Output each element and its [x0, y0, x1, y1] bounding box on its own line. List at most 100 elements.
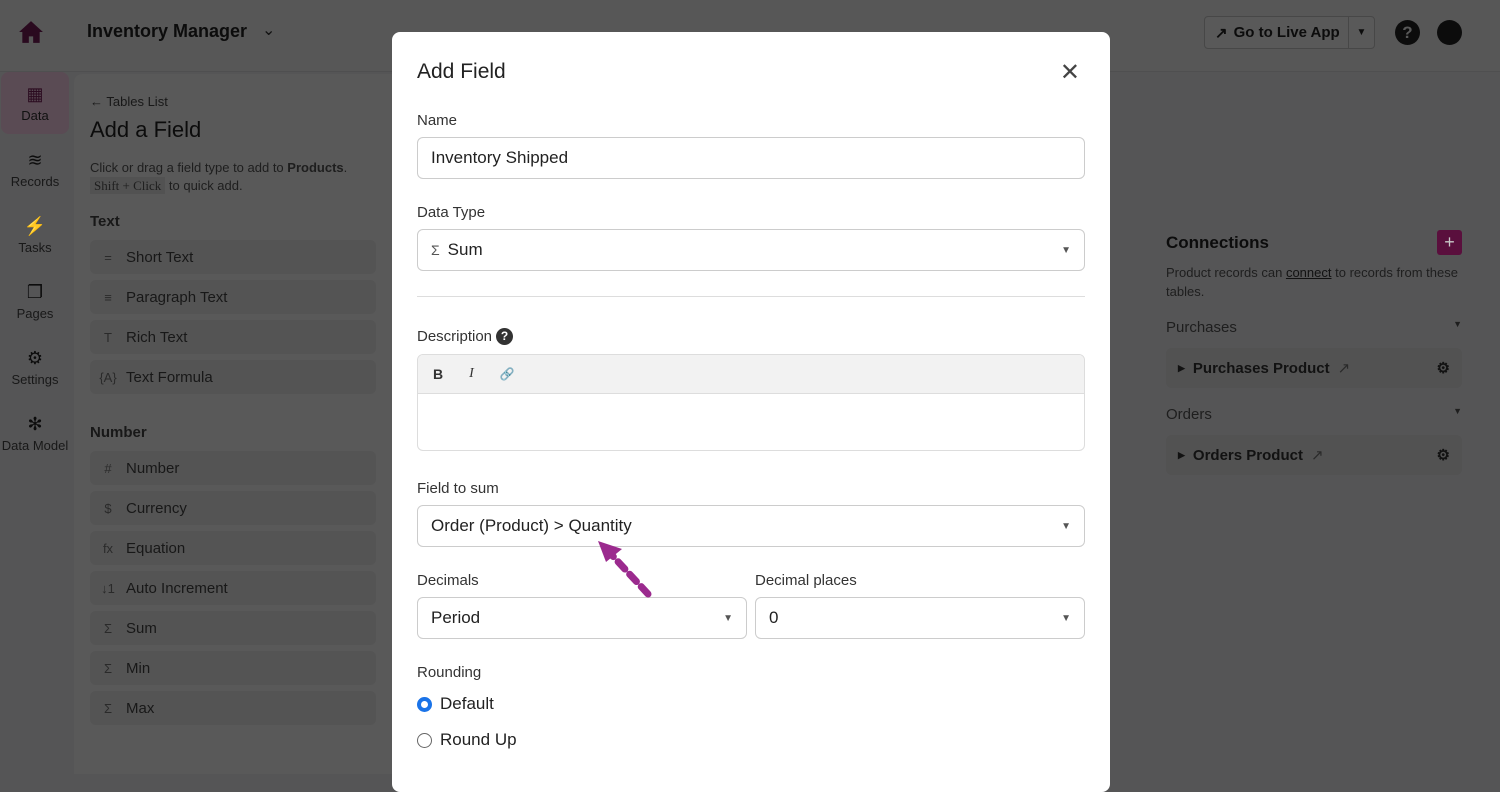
shortcut-text: to quick add. — [165, 178, 243, 193]
caret-down-icon: ▼ — [1061, 244, 1071, 256]
user-avatar-icon[interactable] — [1437, 20, 1462, 45]
nav-label: Pages — [16, 305, 54, 321]
add-connection-button[interactable]: + — [1437, 230, 1462, 255]
connections-title: Connections — [1166, 232, 1269, 252]
connection-name: Purchases Product — [1192, 359, 1330, 377]
back-to-tables-link[interactable]: ← Tables List — [90, 94, 168, 109]
field-type-item[interactable]: ↓1 Auto Increment — [90, 571, 376, 605]
field-type-item[interactable]: Σ Sum — [90, 611, 376, 645]
desc-text: Product records can — [1166, 265, 1286, 280]
sigma-icon: Σ — [431, 242, 440, 258]
field-type-icon: $ — [104, 500, 112, 516]
connect-link[interactable]: connect — [1285, 265, 1332, 280]
field-type-item[interactable]: ≡ Paragraph Text — [90, 280, 376, 314]
name-label: Name — [417, 112, 458, 129]
field-type-item[interactable]: T Rich Text — [90, 320, 376, 354]
italic-button[interactable]: I — [469, 366, 474, 381]
connection-item[interactable]: ▶ Purchases Product ↗ ⚙ — [1166, 348, 1462, 388]
bolt-icon: ⚡ — [23, 215, 47, 236]
nav-data[interactable]: ▦ Data — [1, 72, 69, 134]
field-type-item[interactable]: $ Currency — [90, 491, 376, 525]
field-type-item[interactable]: # Number — [90, 451, 376, 485]
field-type-item[interactable]: = Short Text — [90, 240, 376, 274]
gear-icon[interactable]: ⚙ — [1436, 360, 1450, 377]
description-editor[interactable]: B I 🔗 — [417, 354, 1085, 451]
field-type-label: Auto Increment — [126, 579, 228, 597]
field-type-label: Text Formula — [126, 368, 213, 386]
caret-right-icon[interactable]: ▶ — [1178, 362, 1185, 373]
link-icon[interactable]: 🔗 — [499, 367, 515, 381]
radio-label: Round Up — [440, 730, 517, 749]
caret-down-icon[interactable]: ▼ — [1453, 406, 1462, 416]
caret-down-icon: ▼ — [1061, 520, 1071, 532]
bold-button[interactable]: B — [433, 366, 444, 382]
name-value: Inventory Shipped — [431, 148, 569, 167]
hint-text-end: . — [343, 160, 348, 175]
hint-text: Click or drag a field type to add to — [90, 160, 288, 175]
nav-settings[interactable]: ⚙ Settings — [1, 336, 69, 398]
help-icon[interactable]: ? — [496, 328, 514, 345]
group-name: Purchases — [1166, 319, 1237, 336]
connections-description: Product records can connect to records f… — [1166, 263, 1462, 301]
data-type-select[interactable]: Σ Sum ▼ — [417, 229, 1085, 271]
chevron-down-icon[interactable]: ⌄ — [262, 22, 276, 39]
field-type-label: Currency — [126, 499, 187, 517]
back-label: Tables List — [106, 94, 168, 109]
database-icon: ≋ — [27, 149, 43, 170]
app-name[interactable]: Inventory Manager — [87, 21, 248, 41]
caret-down-icon[interactable]: ▼ — [1348, 17, 1374, 48]
field-type-icon: ≡ — [104, 289, 112, 305]
gear-icon[interactable]: ⚙ — [1436, 447, 1450, 464]
field-type-icon: ↓1 — [101, 580, 115, 596]
field-type-item[interactable]: fx Equation — [90, 531, 376, 565]
field-to-sum-select[interactable]: Order (Product) > Quantity ▼ — [417, 505, 1085, 547]
nav-records[interactable]: ≋ Records — [1, 138, 69, 200]
data-type-label: Data Type — [417, 204, 486, 221]
radio-unselected[interactable] — [417, 732, 432, 748]
rounding-label: Rounding — [417, 664, 482, 681]
caret-right-icon[interactable]: ▶ — [1178, 449, 1185, 460]
connection-group-header[interactable]: Purchases ▼ — [1166, 319, 1462, 336]
nav-label: Data — [21, 107, 49, 123]
connection-name: Orders Product — [1192, 446, 1303, 464]
home-icon[interactable] — [18, 20, 44, 44]
sidebar-nav: ▦ Data ≋ Records ⚡ Tasks ❐ Pages ⚙ Settings ✻… — [0, 72, 72, 468]
nav-tasks[interactable]: ⚡ Tasks — [1, 204, 69, 266]
nav-label: Data Model — [1, 437, 69, 453]
field-to-sum-value: Order (Product) > Quantity — [431, 516, 632, 535]
section-number: Number — [90, 424, 147, 441]
close-icon[interactable]: ✕ — [1059, 59, 1080, 86]
decimals-select[interactable]: Period ▼ — [417, 597, 747, 639]
group-name: Orders — [1166, 406, 1212, 423]
hint-table: Products — [287, 160, 344, 175]
caret-down-icon: ▼ — [723, 612, 733, 624]
connection-item[interactable]: ▶ Orders Product ↗ ⚙ — [1166, 435, 1462, 475]
add-field-panel: ← Tables List Add a Field Click or drag … — [74, 74, 392, 774]
field-type-item[interactable]: Σ Min — [90, 651, 376, 685]
data-type-value: Sum — [447, 240, 483, 259]
decimal-places-select[interactable]: 0 ▼ — [755, 597, 1085, 639]
panel-title: Add a Field — [90, 117, 202, 142]
field-to-sum-label: Field to sum — [417, 480, 499, 497]
field-type-item[interactable]: Σ Max — [90, 691, 376, 725]
nav-data-model[interactable]: ✻ Data Model — [1, 402, 69, 464]
field-type-label: Equation — [126, 539, 186, 557]
go-to-live-app-button[interactable]: ↗ Go to Live App ▼ — [1204, 16, 1375, 49]
decimals-value: Period — [431, 608, 481, 627]
connection-group-header[interactable]: Orders ▼ — [1166, 406, 1462, 423]
help-icon[interactable]: ? — [1395, 20, 1420, 45]
radio-selected[interactable] — [417, 696, 432, 712]
external-link-icon[interactable]: ↗ — [1337, 360, 1351, 377]
external-link-icon[interactable]: ↗ — [1310, 447, 1324, 464]
caret-down-icon[interactable]: ▼ — [1453, 319, 1462, 329]
field-type-icon: # — [104, 460, 112, 476]
field-type-item[interactable]: {A} Text Formula — [90, 360, 376, 394]
rounding-round-up-radio[interactable]: Round Up — [417, 730, 517, 750]
nav-pages[interactable]: ❐ Pages — [1, 270, 69, 332]
editor-toolbar: B I 🔗 — [418, 355, 1084, 394]
name-input[interactable]: Inventory Shipped — [417, 137, 1085, 179]
rounding-default-radio[interactable]: Default — [417, 694, 494, 714]
field-type-icon: Σ — [103, 700, 113, 716]
field-type-label: Rich Text — [126, 328, 188, 346]
shortcut-key: Shift + Click — [90, 177, 166, 194]
